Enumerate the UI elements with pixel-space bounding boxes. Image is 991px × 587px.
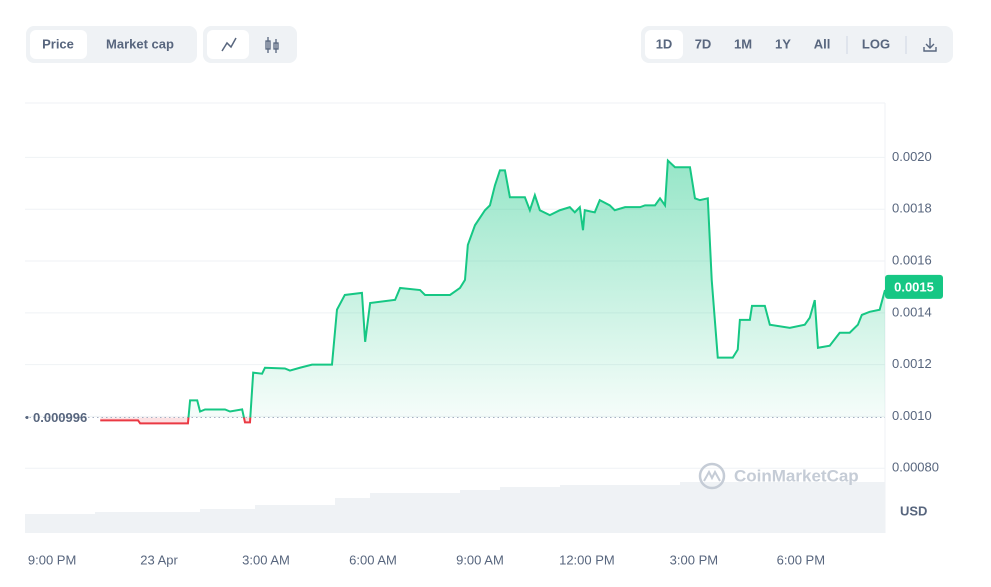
y-tick-label: 0.0016 <box>892 252 932 267</box>
candle-icon[interactable] <box>265 37 279 53</box>
tab[interactable]: Market cap <box>106 36 174 51</box>
range-group <box>641 26 953 63</box>
current-price-badge <box>885 274 943 299</box>
tab[interactable]: Price <box>42 36 74 51</box>
x-tick-label: 9:00 AM <box>456 552 504 567</box>
watermark: CoinMarketCap <box>698 462 859 490</box>
current-price-label: 0.0015 <box>894 279 934 294</box>
y-unit: USD <box>900 503 927 518</box>
y-tick-label: 0.0018 <box>892 201 932 216</box>
x-tick-label: 3:00 AM <box>242 552 290 567</box>
x-tick-label: 3:00 PM <box>670 552 718 567</box>
download-icon[interactable] <box>923 38 937 52</box>
baseline-dot <box>25 415 29 419</box>
y-tick-label: 0.0020 <box>892 149 932 164</box>
range-button[interactable]: All <box>814 36 831 51</box>
x-tick-label: 6:00 PM <box>777 552 825 567</box>
area-up <box>188 160 885 418</box>
range-button[interactable]: 1D <box>656 36 673 51</box>
x-tick-label: 6:00 AM <box>349 552 397 567</box>
y-tick-label: 0.00080 <box>892 460 939 475</box>
y-tick-label: 0.0014 <box>892 304 932 319</box>
tab-selected[interactable] <box>30 30 87 59</box>
range-button[interactable]: 1Y <box>775 36 791 51</box>
volume-area <box>25 482 885 533</box>
range-button[interactable]: 1M <box>734 36 752 51</box>
watermark-text: CoinMarketCap <box>734 466 859 485</box>
y-tick-label: 0.0010 <box>892 408 932 423</box>
x-tick-label: 12:00 PM <box>559 552 615 567</box>
price-line-up <box>187 158 886 418</box>
log-button[interactable]: LOG <box>862 36 890 51</box>
x-tick-label: 9:00 PM <box>28 552 76 567</box>
line-icon <box>221 37 237 52</box>
x-tick-label: 23 Apr <box>140 552 178 567</box>
range-selected[interactable] <box>645 30 683 59</box>
y-tick-label: 0.0012 <box>892 356 932 371</box>
range-button[interactable]: 7D <box>695 36 712 51</box>
baseline-label: 0.000996 <box>33 410 87 425</box>
